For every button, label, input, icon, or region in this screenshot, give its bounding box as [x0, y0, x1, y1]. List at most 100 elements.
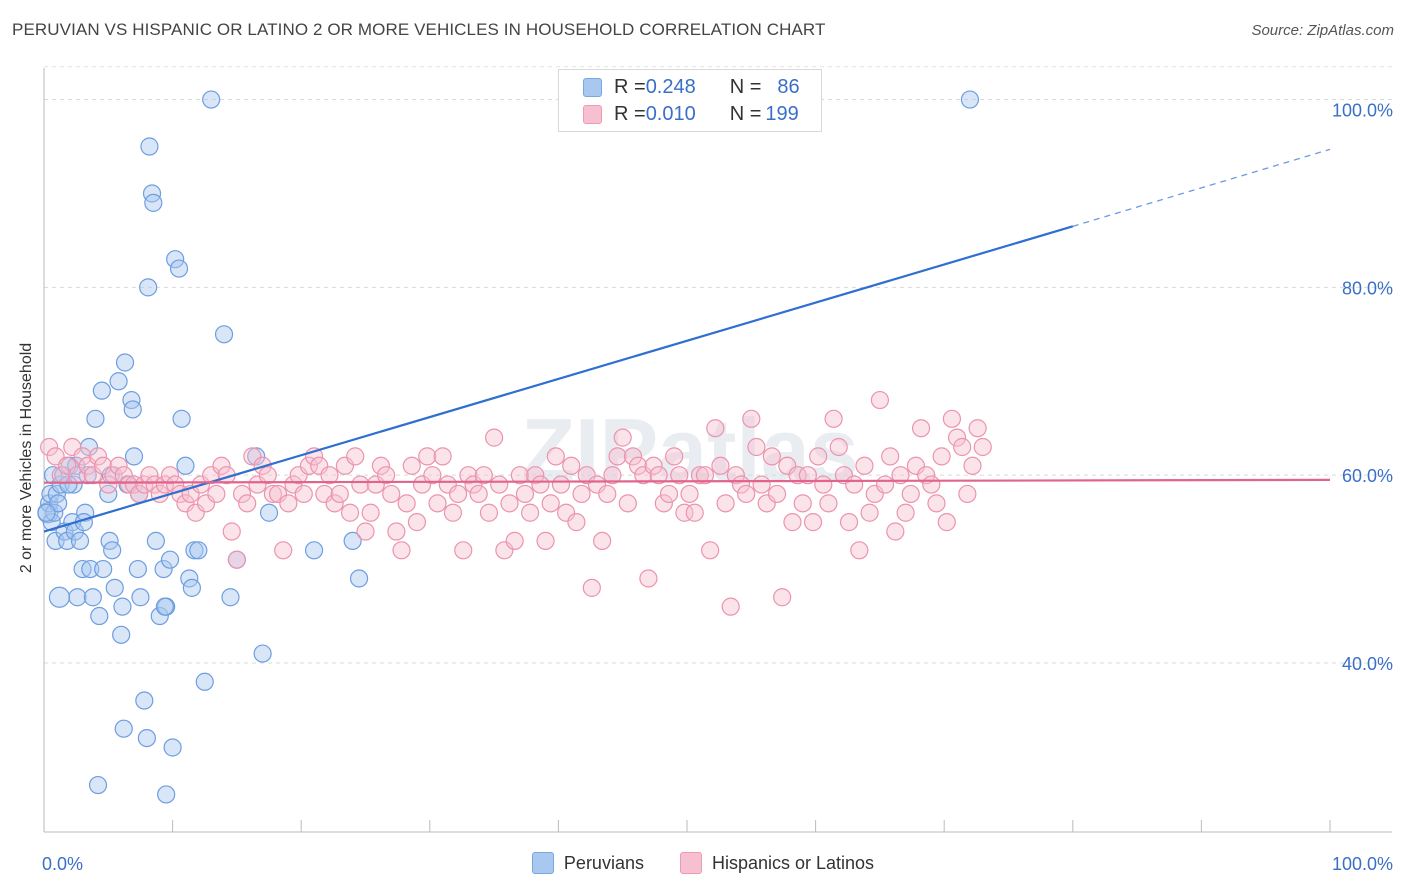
stats-row-hispanics: R = 0.010 N = 199: [583, 101, 799, 127]
hispanic-point: [88, 447, 108, 466]
peruvian-point: [142, 184, 162, 203]
hispanic-point: [870, 390, 890, 410]
hispanic-point: [706, 419, 725, 438]
y-tick-label: 100.0%: [1332, 101, 1393, 121]
hispanic-point: [685, 503, 704, 522]
hispanic-point: [346, 447, 365, 466]
peruvian-point: [163, 738, 182, 757]
hispanic-point: [695, 466, 715, 485]
peruvian-point: [343, 531, 362, 551]
hispanic-point: [551, 475, 571, 494]
hispanic-point: [433, 447, 452, 466]
hispanic-point: [937, 513, 956, 532]
hispanic-point: [361, 503, 380, 522]
peruvian-point: [103, 541, 122, 560]
hispanic-point: [932, 447, 951, 466]
y-tick-label: 60.0%: [1342, 466, 1393, 486]
peruvian-point: [259, 503, 279, 522]
hispanic-point: [490, 475, 509, 494]
gridlines: [44, 66, 1392, 664]
hispanic-point: [320, 466, 339, 485]
peruvian-point: [70, 531, 90, 551]
peruvian-point: [83, 588, 102, 607]
hispanic-point: [701, 541, 720, 560]
hispanic-point: [593, 531, 612, 551]
hispanic-point: [521, 503, 540, 522]
peruvian-point: [68, 588, 87, 607]
n-value: 86: [777, 75, 800, 98]
peruvian-point: [90, 606, 109, 626]
legend-item-hispanics[interactable]: Hispanics or Latinos: [679, 852, 874, 874]
peruvian-point: [176, 456, 195, 475]
hispanic-point: [855, 456, 874, 475]
peruvian-point: [81, 559, 100, 579]
hispanic-point: [598, 484, 617, 504]
hispanic-point: [942, 409, 962, 428]
peruvian-point: [185, 541, 204, 560]
hispanic-point: [104, 466, 123, 485]
tick-labels: 40.0% 60.0% 80.0% 100.0% 0.0% 100.0%: [42, 101, 1393, 874]
hispanic-point: [418, 447, 437, 466]
hispanic-point: [711, 456, 730, 475]
legend-item-peruvians[interactable]: Peruvians: [531, 852, 644, 874]
peruvian-point: [112, 625, 131, 644]
hispanic-point: [274, 541, 293, 560]
hispanic-point: [860, 503, 879, 522]
hispanic-point: [803, 513, 823, 532]
peruvian-point: [214, 325, 234, 344]
hispanic-point: [351, 475, 370, 494]
peruvian-trend-line: [43, 225, 1074, 533]
hispanic-point: [752, 475, 771, 494]
hispanic-point: [819, 494, 838, 513]
hispanic-point: [479, 503, 499, 522]
hispanic-point: [232, 484, 252, 504]
peruvian-point: [99, 484, 118, 504]
peruvian-point: [144, 193, 163, 212]
hispanic-point: [402, 456, 421, 475]
hispanic-point: [618, 494, 637, 513]
hispanic-point: [839, 513, 859, 532]
hispanic-point: [469, 484, 488, 504]
hispanic-point: [783, 513, 802, 532]
hispanic-point: [443, 503, 463, 522]
hispanic-point: [325, 494, 344, 513]
hispanic-point: [659, 484, 679, 504]
hispanic-point: [824, 409, 843, 428]
hispanic-point: [515, 484, 535, 504]
peruvian-point: [157, 785, 176, 804]
hispanic-point: [454, 541, 473, 560]
peruvian-point: [140, 137, 159, 156]
hispanic-point: [145, 475, 164, 494]
peruvian-point: [146, 531, 165, 551]
hispanic-point: [742, 409, 761, 428]
hispanic-point: [973, 437, 992, 457]
hispanic-point: [371, 456, 391, 475]
hispanic-point: [798, 466, 817, 485]
hispanic-point: [670, 466, 689, 485]
hispanic-point: [531, 475, 550, 494]
hispanic-point: [459, 466, 478, 485]
hispanic-point: [227, 550, 246, 569]
trend-lines: [43, 148, 1331, 533]
y-axis-title-text: 2 or more Vehicles in Household: [18, 342, 35, 574]
peruvian-point: [139, 278, 158, 297]
y-axis-title: 2 or more Vehicles in Household: [18, 343, 38, 573]
hispanic-point: [299, 456, 319, 475]
peruvian-point: [115, 353, 135, 372]
n-label: N =: [729, 75, 762, 98]
hispanic-point: [680, 484, 699, 504]
stats-swatch-hispanics: [583, 104, 602, 124]
hispanic-point: [109, 456, 128, 475]
hispanic-point: [541, 494, 560, 513]
peruvian-point: [94, 559, 113, 579]
peruvian-point: [154, 559, 173, 579]
hispanic-point: [294, 484, 313, 504]
hispanic-point: [716, 494, 735, 513]
peruvian-point: [58, 531, 77, 551]
peruvian-point: [64, 475, 83, 494]
peruvian-point: [202, 90, 221, 109]
hispanic-point: [258, 466, 277, 485]
peruvian-point: [92, 381, 111, 400]
peruvian-point: [122, 390, 141, 410]
